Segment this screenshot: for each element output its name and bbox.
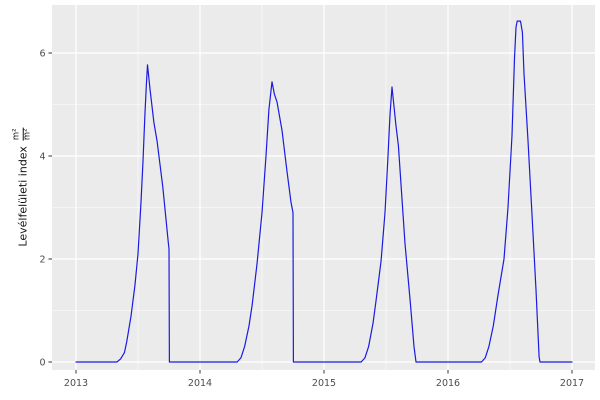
y-axis-label: Levélfelületi index m² m²	[12, 127, 34, 247]
y-tick-label: 4	[39, 151, 45, 162]
x-tick-label: 2016	[436, 378, 460, 389]
y-tick-label: 2	[39, 254, 45, 265]
y-axis-label-text: Levélfelületi index	[16, 146, 30, 247]
y-axis-unit-fraction: m² m²	[12, 127, 34, 142]
y-tick-label: 0	[39, 357, 45, 368]
x-tick-label: 2013	[64, 378, 88, 389]
fraction-denominator: m²	[22, 128, 33, 141]
lai-line-series	[75, 20, 573, 363]
x-tick-label: 2017	[560, 378, 584, 389]
x-tick-label: 2015	[312, 378, 336, 389]
y-tick-label: 6	[39, 48, 45, 59]
x-tick-label: 2014	[188, 378, 212, 389]
